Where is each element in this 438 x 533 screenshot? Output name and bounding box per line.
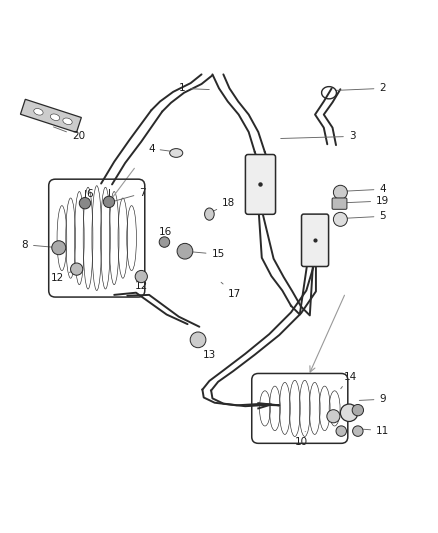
Circle shape <box>79 198 91 209</box>
Text: 12: 12 <box>51 270 74 283</box>
Ellipse shape <box>170 149 183 157</box>
Text: 15: 15 <box>188 249 225 259</box>
Text: 18: 18 <box>212 198 235 212</box>
Ellipse shape <box>205 208 214 220</box>
Circle shape <box>353 426 363 437</box>
Text: 6: 6 <box>85 189 93 204</box>
Text: 3: 3 <box>281 132 356 141</box>
Text: 8: 8 <box>21 240 56 249</box>
Circle shape <box>352 405 364 416</box>
Circle shape <box>135 270 148 282</box>
Text: 19: 19 <box>338 196 389 206</box>
Circle shape <box>159 237 170 247</box>
Circle shape <box>327 410 340 423</box>
Text: 14: 14 <box>341 372 357 389</box>
Text: 5: 5 <box>344 211 386 221</box>
Circle shape <box>71 263 83 275</box>
Circle shape <box>52 241 66 255</box>
Text: 13: 13 <box>200 342 216 360</box>
Circle shape <box>336 426 346 437</box>
Text: 20: 20 <box>53 127 85 141</box>
Text: 9: 9 <box>359 394 386 404</box>
Circle shape <box>177 244 193 259</box>
Ellipse shape <box>50 114 60 120</box>
Circle shape <box>190 332 206 348</box>
Ellipse shape <box>63 118 72 125</box>
Text: 4: 4 <box>148 143 175 154</box>
Text: 4: 4 <box>343 184 386 194</box>
Text: 12: 12 <box>134 277 148 290</box>
Circle shape <box>333 185 347 199</box>
Text: 1: 1 <box>179 83 209 93</box>
Polygon shape <box>21 99 81 133</box>
FancyBboxPatch shape <box>245 155 276 214</box>
Text: 11: 11 <box>361 426 389 435</box>
Circle shape <box>103 196 115 207</box>
Ellipse shape <box>34 109 43 115</box>
Text: 2: 2 <box>336 83 386 93</box>
Circle shape <box>340 404 358 422</box>
Text: 16: 16 <box>159 228 173 242</box>
Text: 10: 10 <box>294 432 307 447</box>
FancyBboxPatch shape <box>332 198 347 209</box>
Text: 7: 7 <box>111 188 146 202</box>
Circle shape <box>333 212 347 227</box>
Text: 17: 17 <box>221 282 241 298</box>
FancyBboxPatch shape <box>301 214 328 266</box>
